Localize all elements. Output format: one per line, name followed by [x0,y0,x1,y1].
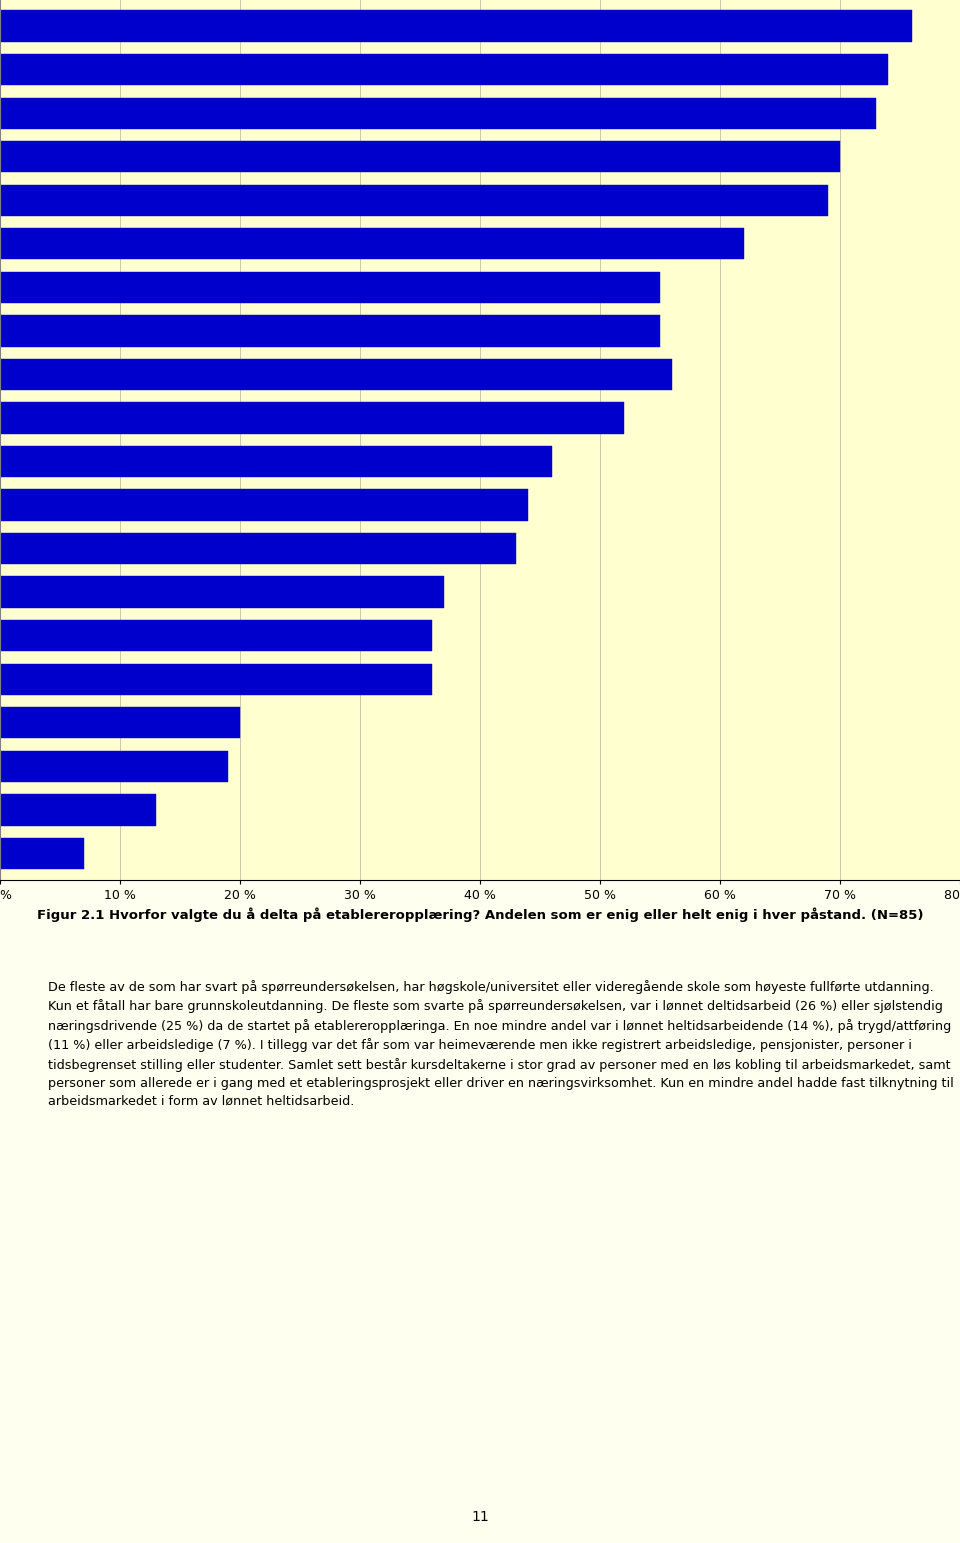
Text: De fleste av de som har svart på spørreundersøkelsen, har høgskole/universitet e: De fleste av de som har svart på spørreu… [48,980,953,1108]
Text: Figur 2.1 Hvorfor valgte du å delta på etablereropplæring? Andelen som er enig e: Figur 2.1 Hvorfor valgte du å delta på e… [36,907,924,921]
Bar [0,360,672,390]
Bar [0,97,876,130]
Bar [0,750,228,782]
Bar [0,577,444,608]
Bar [0,620,432,651]
Bar [0,532,516,565]
Bar [0,838,84,869]
Bar [0,403,624,434]
Bar [0,272,660,302]
Bar [0,663,432,694]
Bar [0,140,840,173]
Bar [0,54,888,85]
Text: 11: 11 [471,1511,489,1524]
Bar [0,315,660,347]
Bar [0,11,912,42]
Bar [0,228,744,259]
Bar [0,707,240,739]
Bar [0,446,552,477]
Bar [0,185,828,216]
Bar [0,489,528,520]
Bar [0,795,156,826]
